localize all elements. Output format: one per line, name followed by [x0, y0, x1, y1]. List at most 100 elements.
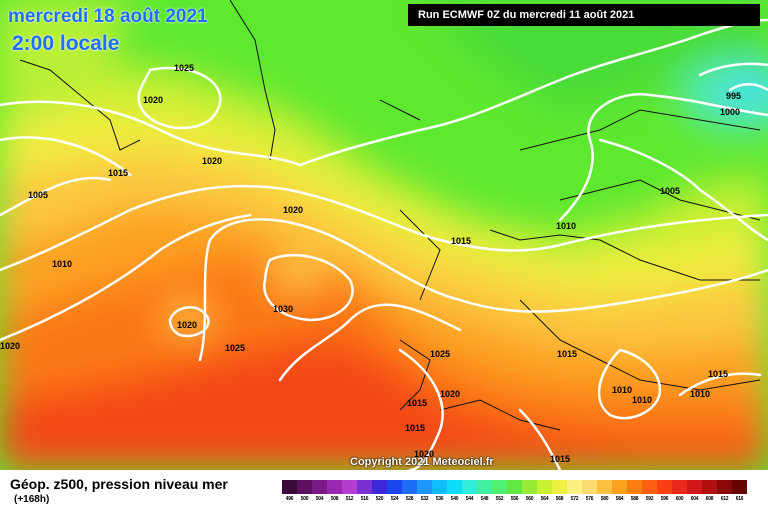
scale-cell: 552: [492, 480, 507, 502]
scale-tick-label: 528: [405, 496, 414, 502]
isobars: [0, 18, 768, 470]
svg-text:1020: 1020: [0, 341, 20, 351]
scale-swatch: [672, 480, 687, 494]
scale-swatch: [612, 480, 627, 494]
scale-swatch: [627, 480, 642, 494]
scale-swatch: [642, 480, 657, 494]
scale-swatch: [537, 480, 552, 494]
svg-text:1000: 1000: [720, 107, 740, 117]
scale-swatch: [552, 480, 567, 494]
scale-swatch: [342, 480, 357, 494]
scale-tick-label: 544: [465, 496, 474, 502]
scale-tick-label: 580: [600, 496, 609, 502]
svg-text:1020: 1020: [177, 320, 197, 330]
scale-cell: 548: [477, 480, 492, 502]
scale-cell: 536: [432, 480, 447, 502]
scale-tick-label: 520: [375, 496, 384, 502]
svg-text:1025: 1025: [174, 63, 194, 73]
scale-tick-label: 612: [720, 496, 729, 502]
isobar-labels: 1025 1020 1015 1005 1010 1020 1020 1030 …: [0, 63, 741, 464]
scale-cell: 580: [597, 480, 612, 502]
scale-swatch: [312, 480, 327, 494]
scale-tick-label: 512: [345, 496, 354, 502]
scale-tick-label: 576: [585, 496, 594, 502]
legend-subtitle: (+168h): [14, 494, 50, 505]
scale-tick-label: 604: [690, 496, 699, 502]
scale-cell: 576: [582, 480, 597, 502]
scale-swatch: [567, 480, 582, 494]
scale-cell: 560: [522, 480, 537, 502]
scale-swatch: [732, 480, 747, 494]
scale-swatch: [522, 480, 537, 494]
svg-text:1010: 1010: [612, 385, 632, 395]
scale-cell: 500: [297, 480, 312, 502]
scale-cell: 568: [552, 480, 567, 502]
copyright: Copyright 2021 Meteociel.fr: [350, 456, 494, 468]
scale-tick-label: 536: [435, 496, 444, 502]
svg-text:1015: 1015: [108, 168, 128, 178]
scale-swatch: [492, 480, 507, 494]
scale-tick-label: 532: [420, 496, 429, 502]
forecast-time: 2:00 locale: [12, 32, 120, 55]
scale-cell: 496: [282, 480, 297, 502]
scale-swatch: [477, 480, 492, 494]
scale-cell: 592: [642, 480, 657, 502]
svg-text:1015: 1015: [557, 349, 577, 359]
scale-swatch: [447, 480, 462, 494]
svg-text:1010: 1010: [556, 221, 576, 231]
scale-cell: 564: [537, 480, 552, 502]
scale-tick-label: 552: [495, 496, 504, 502]
scale-tick-label: 560: [525, 496, 534, 502]
scale-tick-label: 600: [675, 496, 684, 502]
scale-swatch: [357, 480, 372, 494]
weather-map: 1025 1020 1015 1005 1010 1020 1020 1030 …: [0, 0, 768, 470]
svg-text:1015: 1015: [708, 369, 728, 379]
scale-tick-label: 596: [660, 496, 669, 502]
scale-swatch: [507, 480, 522, 494]
scale-cell: 596: [657, 480, 672, 502]
scale-tick-label: 524: [390, 496, 399, 502]
svg-text:1015: 1015: [550, 454, 570, 464]
scale-tick-label: 584: [615, 496, 624, 502]
svg-text:1020: 1020: [414, 449, 434, 459]
scale-swatch: [597, 480, 612, 494]
scale-cell: 508: [327, 480, 342, 502]
legend-footer: Géop. z500, pression niveau mer (+168h) …: [0, 470, 768, 512]
scale-cell: 544: [462, 480, 477, 502]
scale-tick-label: 516: [360, 496, 369, 502]
scale-swatch: [717, 480, 732, 494]
scale-cell: 540: [447, 480, 462, 502]
svg-text:1015: 1015: [407, 398, 427, 408]
scale-swatch: [432, 480, 447, 494]
svg-text:995: 995: [726, 91, 741, 101]
svg-text:1010: 1010: [52, 259, 72, 269]
scale-tick-label: 592: [645, 496, 654, 502]
scale-tick-label: 564: [540, 496, 549, 502]
scale-swatch: [657, 480, 672, 494]
scale-swatch: [297, 480, 312, 494]
scale-tick-label: 572: [570, 496, 579, 502]
scale-swatch: [282, 480, 297, 494]
scale-tick-label: 608: [705, 496, 714, 502]
svg-text:1025: 1025: [225, 343, 245, 353]
scale-cell: 516: [357, 480, 372, 502]
scale-cell: 512: [342, 480, 357, 502]
scale-cell: 528: [402, 480, 417, 502]
scale-cell: 616: [732, 480, 747, 502]
scale-tick-label: 496: [285, 496, 294, 502]
scale-swatch: [417, 480, 432, 494]
svg-text:1020: 1020: [440, 389, 460, 399]
scale-cell: 600: [672, 480, 687, 502]
legend-title: Géop. z500, pression niveau mer: [10, 476, 228, 492]
color-scale: 496 500 504 508 512 516 520 524 528 532 536 540 544 5…: [282, 480, 747, 502]
scale-tick-label: 616: [735, 496, 744, 502]
scale-cell: 588: [627, 480, 642, 502]
scale-cell: 524: [387, 480, 402, 502]
scale-swatch: [582, 480, 597, 494]
scale-tick-label: 540: [450, 496, 459, 502]
scale-swatch: [372, 480, 387, 494]
svg-text:1020: 1020: [202, 156, 222, 166]
scale-cell: 608: [702, 480, 717, 502]
scale-swatch: [327, 480, 342, 494]
scale-cell: 612: [717, 480, 732, 502]
